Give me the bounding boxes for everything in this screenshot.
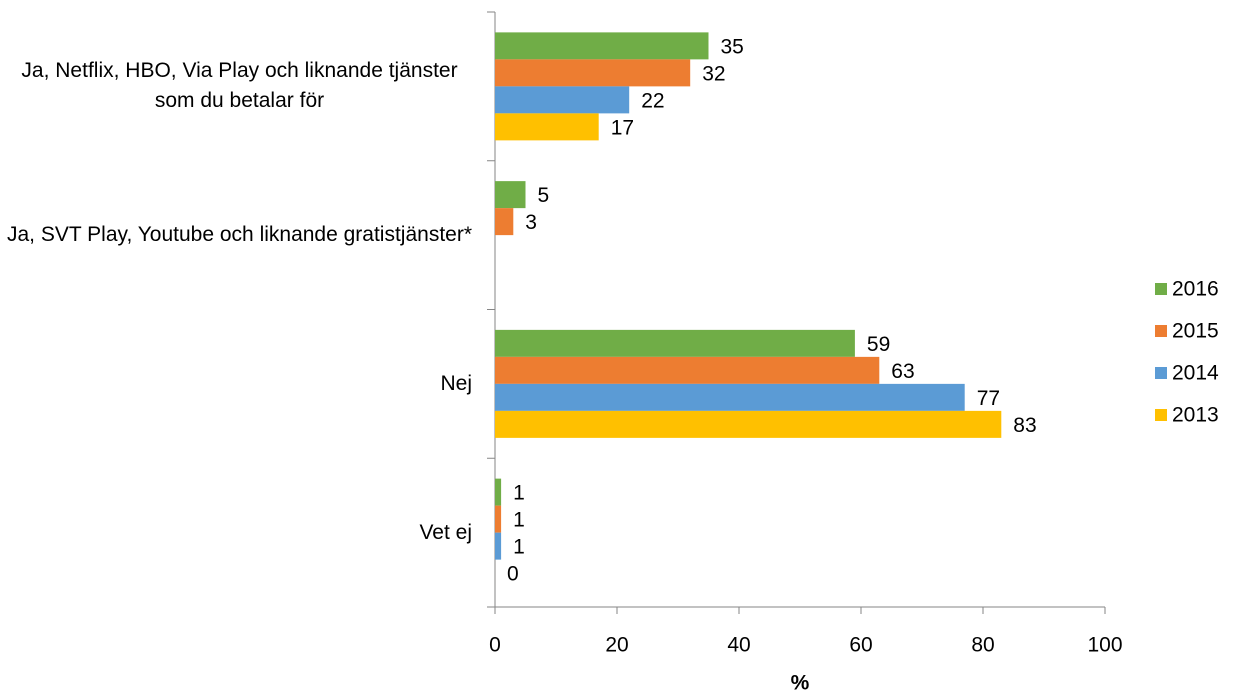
- bar: [495, 410, 1002, 438]
- value-label: 1: [513, 509, 525, 532]
- category-label-text: Nej: [440, 371, 472, 395]
- bar: [495, 505, 502, 533]
- category-label: Ja, SVT Play, Youtube och liknande grati…: [0, 220, 472, 250]
- value-label: 77: [977, 387, 1000, 410]
- legend-swatch: [1155, 325, 1167, 337]
- bar: [495, 532, 502, 560]
- bar: [495, 208, 514, 236]
- category-label: Vet ej: [0, 518, 472, 548]
- x-tick-label: 40: [727, 634, 750, 657]
- legend-label: 2016: [1172, 278, 1219, 301]
- category-label-text: Vet ej: [419, 520, 472, 544]
- x-axis-label: %: [791, 672, 810, 695]
- category-label-text: Ja, Netflix, HBO, Via Play och liknande …: [21, 59, 458, 113]
- value-label: 35: [721, 35, 744, 58]
- x-tick-label: 80: [971, 634, 994, 657]
- bar: [495, 113, 599, 141]
- bar: [495, 478, 502, 506]
- value-label: 3: [525, 211, 537, 234]
- category-label: Ja, Netflix, HBO, Via Play och liknande …: [0, 56, 472, 116]
- bar: [495, 383, 965, 411]
- value-label: 63: [891, 360, 914, 383]
- value-label: 59: [867, 333, 890, 356]
- x-tick-label: 100: [1087, 634, 1122, 657]
- legend-swatch: [1155, 409, 1167, 421]
- bar: [495, 181, 526, 209]
- category-label: Nej: [0, 369, 472, 399]
- legend-label: 2013: [1172, 404, 1219, 427]
- value-label: 1: [513, 482, 525, 505]
- legend-label: 2014: [1172, 362, 1219, 385]
- bar: [495, 86, 630, 114]
- value-label: 83: [1013, 414, 1036, 437]
- x-tick-label: 0: [489, 634, 501, 657]
- value-label: 0: [507, 563, 519, 586]
- value-label: 32: [702, 62, 725, 85]
- x-tick-label: 20: [605, 634, 628, 657]
- value-label: 1: [513, 536, 525, 559]
- value-label: 22: [641, 89, 664, 112]
- x-tick-label: 60: [849, 634, 872, 657]
- category-label-text: Ja, SVT Play, Youtube och liknande grati…: [7, 223, 473, 247]
- bar: [495, 59, 691, 87]
- bar: [495, 329, 855, 357]
- legend-swatch: [1155, 367, 1167, 379]
- bar: [495, 32, 709, 60]
- value-label: 17: [611, 116, 634, 139]
- bar: [495, 356, 880, 384]
- legend-swatch: [1155, 283, 1167, 295]
- legend-label: 2015: [1172, 320, 1219, 343]
- value-label: 5: [538, 184, 550, 207]
